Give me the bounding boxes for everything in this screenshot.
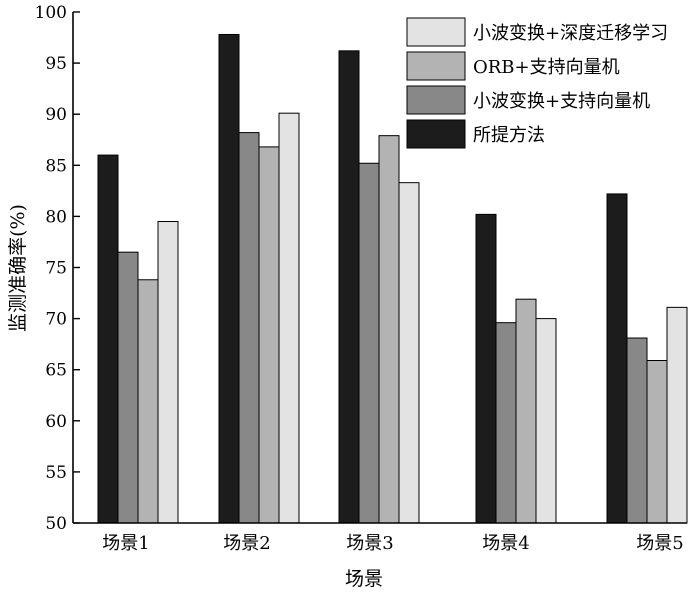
bar	[157, 221, 179, 524]
x-category-label: 场景2	[223, 533, 270, 554]
y-tick-label: 95	[45, 54, 67, 74]
y-axis-title: 监测准确率(%)	[7, 204, 29, 332]
bar	[666, 306, 688, 524]
x-category-label: 场景5	[636, 533, 683, 554]
y-tick-label: 75	[45, 259, 67, 279]
y-tick-label: 100	[35, 3, 67, 23]
bar	[278, 112, 300, 524]
bar	[97, 154, 119, 524]
bar	[495, 322, 517, 524]
y-tick-label: 55	[45, 463, 67, 483]
legend-swatch	[406, 119, 466, 149]
y-tick-label: 85	[45, 156, 67, 176]
bar	[258, 146, 280, 524]
legend-label: 小波变换+支持向量机	[473, 91, 650, 112]
x-category-label: 场景4	[482, 533, 529, 554]
bar	[378, 135, 400, 524]
bar	[358, 162, 380, 524]
bar	[117, 251, 139, 524]
legend-label: ORB+支持向量机	[473, 57, 620, 78]
bar	[606, 193, 628, 524]
y-tick-label: 60	[45, 412, 67, 432]
y-tick-label: 90	[45, 105, 67, 125]
bar	[338, 50, 360, 524]
x-category-label: 场景1	[102, 533, 149, 554]
y-tick-label: 50	[45, 514, 67, 534]
bar	[475, 213, 497, 524]
bar	[535, 318, 557, 524]
x-category-label: 场景3	[346, 533, 393, 554]
bar	[515, 298, 537, 524]
bar	[137, 279, 159, 524]
bar	[238, 132, 260, 524]
y-tick-label: 70	[45, 310, 67, 330]
bar	[218, 33, 240, 524]
legend-swatch	[406, 85, 466, 115]
x-axis-title: 场景	[345, 568, 383, 590]
x-categories-group: 场景1 场景2 场景3 场景4 场景5	[102, 533, 683, 554]
y-tick-label: 65	[45, 361, 67, 381]
legend-label: 小波变换+深度迁移学习	[473, 23, 668, 44]
y-ticks-group: 50 55 60 65 70 75 80 85 90 95 100	[35, 3, 80, 534]
legend-swatch	[406, 17, 466, 47]
y-tick-label: 80	[45, 207, 67, 227]
bar	[646, 360, 668, 524]
bar	[398, 182, 420, 524]
legend-swatch	[406, 51, 466, 81]
bars-group	[97, 33, 688, 524]
legend-label: 所提方法	[473, 125, 545, 146]
bar	[626, 337, 648, 524]
